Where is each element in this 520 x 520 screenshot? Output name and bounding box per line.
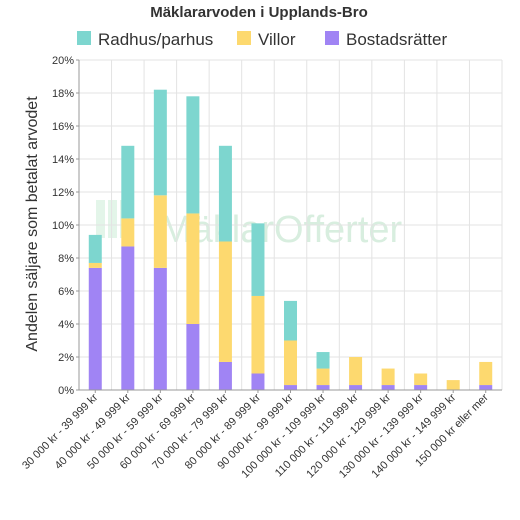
bar-segment[interactable] (121, 218, 135, 247)
bar-segment[interactable] (381, 368, 395, 386)
legend-label-villor[interactable]: Villor (258, 30, 296, 49)
bar-segment[interactable] (479, 361, 493, 386)
legend: Radhus/parhus Villor Bostadsrätter (77, 30, 447, 49)
bar-segment[interactable] (284, 340, 297, 386)
bar-segment[interactable] (153, 267, 167, 390)
legend-swatch-bostadsr-tter[interactable] (325, 31, 339, 45)
bar-segment[interactable] (218, 361, 232, 390)
bar-segment[interactable] (251, 373, 265, 391)
bar-segment[interactable] (218, 145, 232, 242)
bar-segment[interactable] (88, 267, 102, 390)
y-tick-label: 12% (52, 187, 74, 199)
y-tick-label: 10% (52, 220, 74, 232)
bar-segment[interactable] (251, 223, 265, 296)
bar-segment[interactable] (153, 89, 167, 196)
bar-segment[interactable] (218, 241, 232, 362)
bar-segment[interactable] (186, 96, 200, 214)
legend-swatch-villor[interactable] (237, 31, 251, 45)
bar-segment[interactable] (121, 145, 135, 219)
bar-segment[interactable] (316, 352, 330, 369)
bar-segment[interactable] (349, 385, 363, 390)
bar-segment[interactable] (414, 385, 428, 390)
bar-segment[interactable] (88, 234, 102, 263)
y-tick-label: 14% (52, 154, 74, 166)
bar-segment[interactable] (479, 385, 493, 390)
bar-segment[interactable] (414, 373, 428, 386)
bar-segment[interactable] (153, 195, 167, 268)
bar-segment[interactable] (446, 380, 460, 390)
bar-segment[interactable] (186, 213, 200, 324)
y-axis-label: Andelen säljare som betalat arvodet (24, 96, 41, 352)
bar-segment[interactable] (251, 295, 265, 374)
legend-swatch-radhus-parhus[interactable] (77, 31, 91, 45)
bar-segment[interactable] (316, 368, 330, 386)
legend-label-radhus-parhus[interactable]: Radhus/parhus (98, 30, 213, 49)
bar-segment[interactable] (284, 385, 297, 390)
chart-title: Mäklararvoden i Upplands-Bro (150, 4, 368, 21)
y-tick-label: 2% (58, 352, 74, 364)
bar-segment[interactable] (381, 385, 395, 390)
bar-segment[interactable] (349, 357, 363, 386)
y-tick-label: 6% (58, 286, 74, 298)
watermark-bar-icon (108, 200, 117, 238)
watermark-text: MäklarOfferter (160, 209, 402, 251)
y-axis-ticks: 0% 2% 4% 6% 8% 10% 12% 14% 16% 18% 20% (52, 55, 79, 397)
y-tick-label: 18% (52, 88, 74, 100)
y-tick-label: 20% (52, 55, 74, 67)
bar-segment[interactable] (316, 385, 330, 390)
bars (88, 89, 493, 391)
y-tick-label: 4% (58, 319, 74, 331)
y-tick-label: 16% (52, 121, 74, 133)
bar-segment[interactable] (284, 300, 297, 341)
bar-segment[interactable] (121, 246, 135, 390)
y-tick-label: 0% (58, 385, 74, 397)
bar-segment[interactable] (186, 324, 200, 390)
watermark-bar-icon (96, 200, 105, 238)
legend-label-bostadsr-tter[interactable]: Bostadsrätter (346, 30, 447, 49)
y-tick-label: 8% (58, 253, 74, 265)
bar-segment[interactable] (88, 262, 102, 268)
grid (78, 59, 503, 391)
